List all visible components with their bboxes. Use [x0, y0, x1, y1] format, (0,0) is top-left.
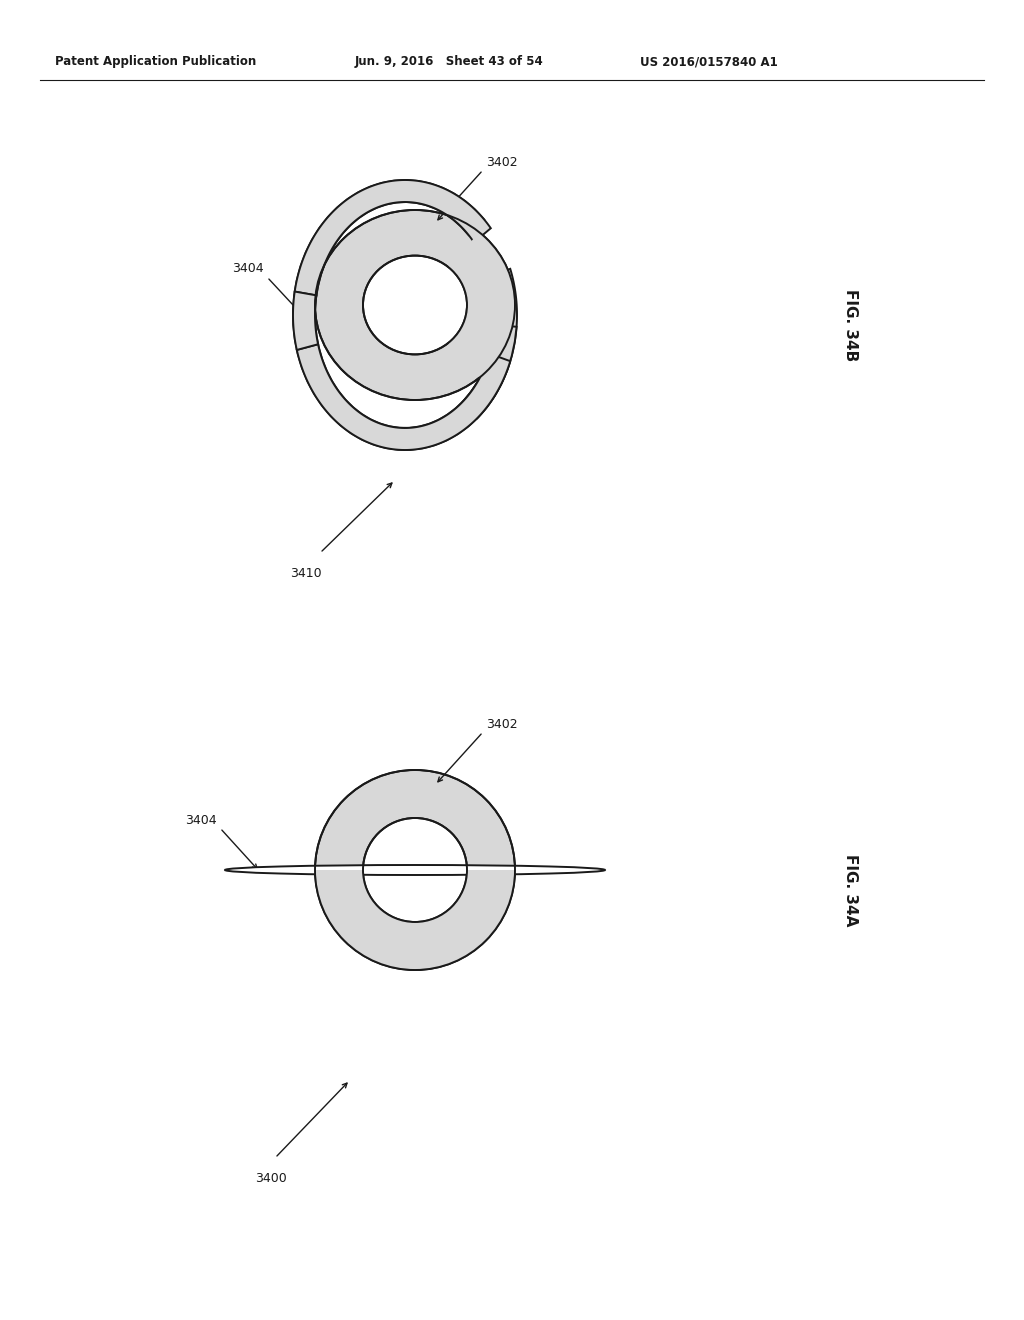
Polygon shape [293, 180, 516, 450]
Ellipse shape [225, 865, 605, 875]
Text: 3404: 3404 [232, 261, 264, 275]
Text: FIG. 34A: FIG. 34A [843, 854, 857, 927]
Ellipse shape [315, 770, 515, 970]
Text: Patent Application Publication: Patent Application Publication [55, 55, 256, 69]
Polygon shape [315, 870, 515, 970]
Ellipse shape [362, 256, 467, 354]
Polygon shape [297, 345, 510, 450]
Ellipse shape [315, 210, 515, 400]
Polygon shape [449, 232, 515, 378]
Polygon shape [295, 180, 490, 296]
Text: 3404: 3404 [185, 813, 217, 826]
Ellipse shape [362, 818, 467, 921]
Text: 3400: 3400 [255, 1172, 287, 1185]
Polygon shape [463, 269, 517, 418]
Text: Jun. 9, 2016   Sheet 43 of 54: Jun. 9, 2016 Sheet 43 of 54 [355, 55, 544, 69]
Text: 3402: 3402 [486, 718, 517, 730]
Polygon shape [293, 292, 318, 350]
Text: FIG. 34B: FIG. 34B [843, 289, 857, 362]
Text: 3410: 3410 [290, 568, 322, 579]
Text: 3402: 3402 [486, 156, 517, 169]
Text: US 2016/0157840 A1: US 2016/0157840 A1 [640, 55, 778, 69]
